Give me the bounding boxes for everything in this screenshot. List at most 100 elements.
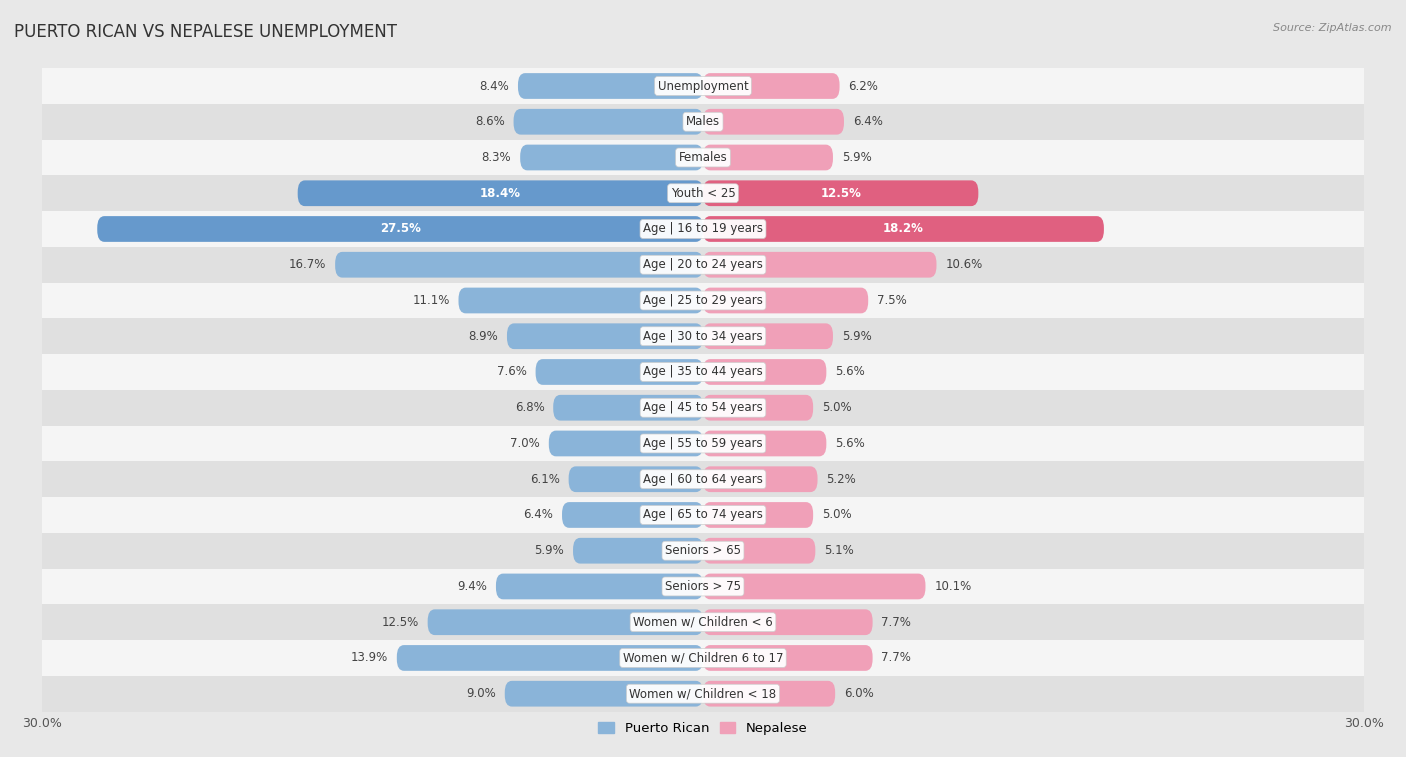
Bar: [42, 247, 1364, 282]
Text: 5.6%: 5.6%: [835, 366, 865, 378]
Text: 6.4%: 6.4%: [523, 509, 553, 522]
FancyBboxPatch shape: [97, 217, 703, 242]
FancyBboxPatch shape: [574, 538, 703, 563]
Text: 27.5%: 27.5%: [380, 223, 420, 235]
Text: PUERTO RICAN VS NEPALESE UNEMPLOYMENT: PUERTO RICAN VS NEPALESE UNEMPLOYMENT: [14, 23, 396, 41]
Text: 7.0%: 7.0%: [510, 437, 540, 450]
Text: 9.0%: 9.0%: [467, 687, 496, 700]
FancyBboxPatch shape: [703, 73, 839, 99]
FancyBboxPatch shape: [536, 359, 703, 385]
Text: Youth < 25: Youth < 25: [671, 187, 735, 200]
FancyBboxPatch shape: [703, 538, 815, 563]
FancyBboxPatch shape: [517, 73, 703, 99]
Bar: [42, 282, 1364, 319]
FancyBboxPatch shape: [568, 466, 703, 492]
Text: Seniors > 75: Seniors > 75: [665, 580, 741, 593]
FancyBboxPatch shape: [703, 217, 1104, 242]
Legend: Puerto Rican, Nepalese: Puerto Rican, Nepalese: [593, 716, 813, 740]
Text: Females: Females: [679, 151, 727, 164]
FancyBboxPatch shape: [553, 395, 703, 421]
Bar: [42, 497, 1364, 533]
Text: 5.9%: 5.9%: [842, 330, 872, 343]
Text: 12.5%: 12.5%: [381, 615, 419, 629]
Text: 7.7%: 7.7%: [882, 615, 911, 629]
Text: 5.9%: 5.9%: [534, 544, 564, 557]
FancyBboxPatch shape: [335, 252, 703, 278]
Text: 6.8%: 6.8%: [515, 401, 544, 414]
FancyBboxPatch shape: [703, 395, 813, 421]
Bar: [42, 604, 1364, 640]
FancyBboxPatch shape: [505, 681, 703, 706]
Text: 6.1%: 6.1%: [530, 472, 560, 486]
FancyBboxPatch shape: [703, 645, 873, 671]
Text: 6.4%: 6.4%: [853, 115, 883, 128]
FancyBboxPatch shape: [703, 252, 936, 278]
Bar: [42, 176, 1364, 211]
Bar: [42, 354, 1364, 390]
FancyBboxPatch shape: [703, 145, 832, 170]
Text: Age | 60 to 64 years: Age | 60 to 64 years: [643, 472, 763, 486]
Text: 5.0%: 5.0%: [823, 401, 852, 414]
FancyBboxPatch shape: [703, 609, 873, 635]
FancyBboxPatch shape: [703, 323, 832, 349]
FancyBboxPatch shape: [427, 609, 703, 635]
Text: Age | 45 to 54 years: Age | 45 to 54 years: [643, 401, 763, 414]
Text: 18.4%: 18.4%: [479, 187, 520, 200]
Text: 8.6%: 8.6%: [475, 115, 505, 128]
FancyBboxPatch shape: [513, 109, 703, 135]
Text: Age | 20 to 24 years: Age | 20 to 24 years: [643, 258, 763, 271]
Text: Women w/ Children < 6: Women w/ Children < 6: [633, 615, 773, 629]
Text: 8.3%: 8.3%: [482, 151, 512, 164]
Text: 9.4%: 9.4%: [457, 580, 486, 593]
FancyBboxPatch shape: [703, 502, 813, 528]
Bar: [42, 640, 1364, 676]
Bar: [42, 390, 1364, 425]
FancyBboxPatch shape: [703, 359, 827, 385]
Text: Women w/ Children < 18: Women w/ Children < 18: [630, 687, 776, 700]
Text: 10.1%: 10.1%: [934, 580, 972, 593]
Text: Age | 30 to 34 years: Age | 30 to 34 years: [643, 330, 763, 343]
Text: 5.0%: 5.0%: [823, 509, 852, 522]
FancyBboxPatch shape: [703, 681, 835, 706]
Text: 16.7%: 16.7%: [290, 258, 326, 271]
Text: 7.6%: 7.6%: [496, 366, 527, 378]
Text: Unemployment: Unemployment: [658, 79, 748, 92]
Text: 5.1%: 5.1%: [824, 544, 853, 557]
Text: 7.7%: 7.7%: [882, 652, 911, 665]
FancyBboxPatch shape: [396, 645, 703, 671]
Text: 5.9%: 5.9%: [842, 151, 872, 164]
Text: 8.4%: 8.4%: [479, 79, 509, 92]
Bar: [42, 676, 1364, 712]
Text: 6.2%: 6.2%: [848, 79, 879, 92]
FancyBboxPatch shape: [703, 288, 868, 313]
Text: 7.5%: 7.5%: [877, 294, 907, 307]
FancyBboxPatch shape: [703, 466, 817, 492]
Text: Women w/ Children 6 to 17: Women w/ Children 6 to 17: [623, 652, 783, 665]
Text: 10.6%: 10.6%: [945, 258, 983, 271]
Text: Seniors > 65: Seniors > 65: [665, 544, 741, 557]
Bar: [42, 425, 1364, 461]
Text: 6.0%: 6.0%: [844, 687, 873, 700]
Text: 13.9%: 13.9%: [350, 652, 388, 665]
FancyBboxPatch shape: [562, 502, 703, 528]
FancyBboxPatch shape: [520, 145, 703, 170]
Bar: [42, 104, 1364, 139]
FancyBboxPatch shape: [703, 574, 925, 600]
Bar: [42, 211, 1364, 247]
Text: 18.2%: 18.2%: [883, 223, 924, 235]
Bar: [42, 139, 1364, 176]
Text: Age | 35 to 44 years: Age | 35 to 44 years: [643, 366, 763, 378]
Text: Age | 16 to 19 years: Age | 16 to 19 years: [643, 223, 763, 235]
Text: 5.6%: 5.6%: [835, 437, 865, 450]
Text: Males: Males: [686, 115, 720, 128]
FancyBboxPatch shape: [548, 431, 703, 456]
Bar: [42, 319, 1364, 354]
FancyBboxPatch shape: [496, 574, 703, 600]
Text: Age | 25 to 29 years: Age | 25 to 29 years: [643, 294, 763, 307]
FancyBboxPatch shape: [458, 288, 703, 313]
Text: Age | 55 to 59 years: Age | 55 to 59 years: [643, 437, 763, 450]
Bar: [42, 461, 1364, 497]
Text: 12.5%: 12.5%: [820, 187, 860, 200]
FancyBboxPatch shape: [703, 180, 979, 206]
Text: 11.1%: 11.1%: [412, 294, 450, 307]
